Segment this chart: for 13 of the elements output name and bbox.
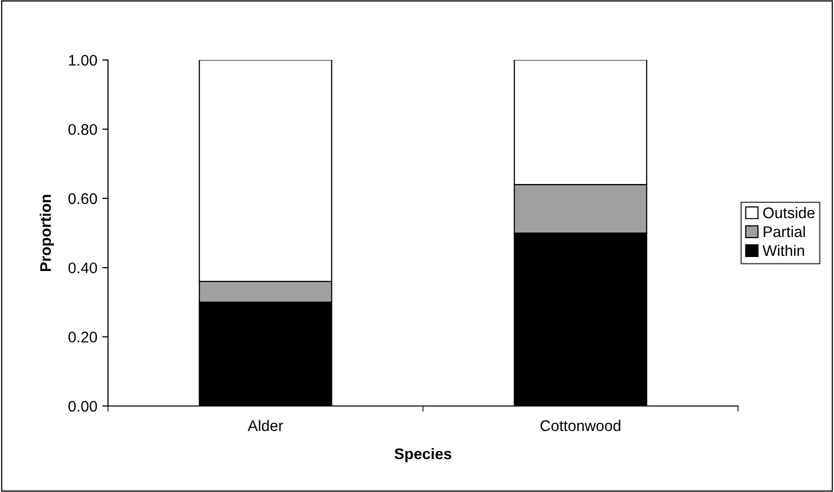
y-tick-label: 0.00: [68, 400, 97, 412]
legend-label: Partial: [764, 226, 805, 238]
legend-label: Outside: [763, 207, 815, 218]
x-tick-label: Alder: [248, 420, 284, 432]
legend-label: Within: [762, 244, 804, 256]
y-tick-label: 0.60: [68, 193, 97, 204]
y-tick-label: 0.80: [68, 124, 97, 135]
y-tick-label: 1.00: [69, 54, 97, 66]
y-axis-title: Proportion: [40, 194, 54, 272]
y-tick-label: 0.20: [68, 332, 97, 342]
x-axis-title: Species: [394, 448, 452, 462]
y-tick-label: 0.40: [68, 262, 97, 274]
x-tick-label: Cottonwood: [540, 420, 620, 432]
